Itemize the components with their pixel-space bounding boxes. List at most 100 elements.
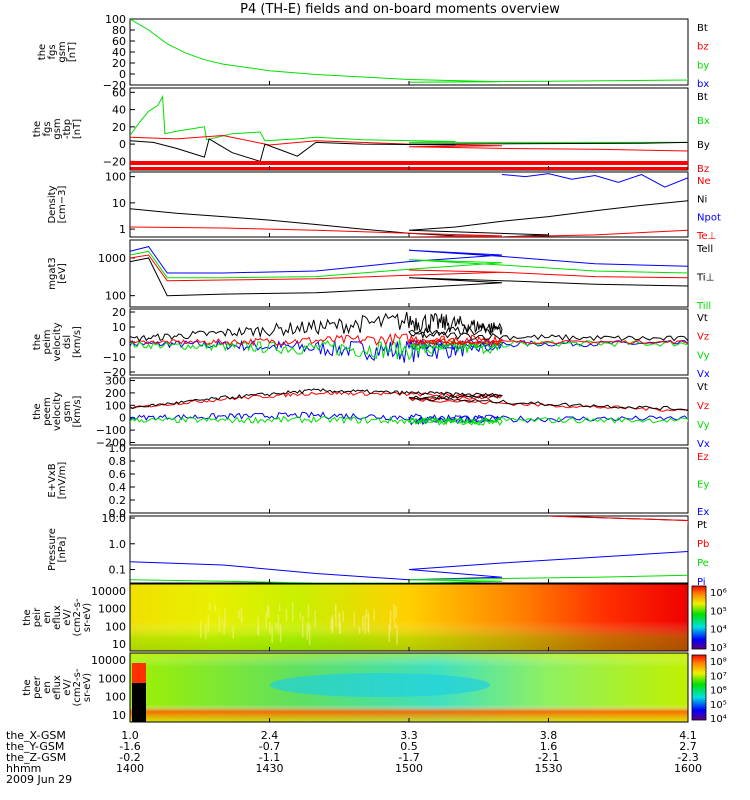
y-tick-label: 10 [112, 638, 126, 651]
heatmap-streak [307, 604, 310, 619]
x-axis-value: 2.7 [679, 740, 697, 753]
legend-entry: Pe [697, 558, 709, 569]
series-line-3 [130, 138, 688, 163]
heatmap-streak [335, 604, 337, 611]
colorbar [691, 654, 707, 721]
y-axis-label: gsm [57, 41, 68, 62]
legend-entry: bz [697, 42, 709, 53]
red-status-bar [130, 161, 688, 165]
y-axis-label: en [42, 611, 53, 624]
x-axis-value: 4.1 [679, 729, 697, 742]
legend-entry: Tell [696, 244, 713, 255]
heatmap-streak [285, 609, 288, 622]
x-axis-value: 3.3 [400, 729, 418, 742]
y-tick-label: 10000 [91, 654, 126, 667]
series-line-2 [548, 516, 688, 525]
series-line-1 [130, 246, 688, 274]
heatmap-streak [394, 621, 396, 628]
y-axis-label: sr-eV) [82, 603, 93, 632]
y-axis-label: [mV/m] [57, 462, 68, 500]
series-line-2 [130, 250, 688, 279]
heatmap-streak [308, 625, 311, 645]
panel-4: 1000 100 mgat3 [eV] Tell Ti⊥ Till [47, 239, 714, 312]
heatmap-streak [238, 609, 240, 619]
y-tick-label: 0.0 [109, 507, 127, 520]
y-tick-label: 300 [105, 374, 126, 387]
panel-frame [129, 18, 689, 86]
y-tick-label: 100 [105, 13, 126, 26]
y-axis-label: (cm2-s- [72, 668, 83, 706]
x-axis-value: 2.4 [261, 729, 279, 742]
legend-entry: Vt [697, 382, 708, 393]
legend-entry: Vy [697, 420, 710, 431]
series-line-2 [130, 225, 688, 237]
y-tick-label: −20 [103, 79, 126, 92]
x-axis-value: 0.5 [400, 740, 418, 753]
x-axis-value: -2.1 [538, 751, 559, 764]
heatmap-streak [278, 604, 281, 612]
series-line-3 [130, 391, 688, 413]
colorbar-tick-label: 10⁵ [710, 606, 727, 617]
y-tick-label: 80 [112, 24, 126, 37]
colorbar-tick-label: 10⁸ [710, 657, 727, 668]
heatmap-streak [358, 626, 361, 634]
panel-8: 10.0 1.0 0.1 Pressure [nPa] Pt Pb Pe Pi [47, 512, 709, 588]
heatmap-streak [214, 604, 217, 612]
x-axis-value: 1600 [674, 762, 702, 775]
y-tick-label: 1000 [98, 603, 126, 616]
y-tick-label: 20 [112, 306, 126, 319]
colorbar-tick-label: 10⁶ [710, 686, 727, 697]
heatmap-cyan-region [270, 673, 490, 697]
ephemeris-label-z: the_Z-GSM [6, 751, 66, 764]
x-axis-value: 1530 [535, 762, 563, 775]
y-tick-label: 10 [112, 709, 126, 722]
y-tick-label: 0.6 [109, 468, 127, 481]
ephemeris-label-y: the_Y-GSM [6, 740, 64, 753]
heatmap-streak [364, 614, 366, 634]
y-tick-label: 10 [112, 321, 126, 334]
heatmap-streak [302, 615, 304, 624]
y-axis-label: [eV] [57, 263, 68, 284]
heatmap-streak [265, 612, 267, 629]
heatmap-streak [271, 625, 273, 643]
y-tick-label: 0.1 [109, 564, 127, 577]
legend-entry: Te⊥ [696, 231, 716, 242]
heatmap-streak [291, 602, 294, 622]
x-axis-annotation: the_X-GSM the_Y-GSM the_Z-GSM hhmm 2009 … [6, 729, 702, 786]
y-axis-label: peem [42, 397, 53, 425]
y-tick-label: −100 [96, 424, 126, 437]
y-axis-label: eflux [52, 605, 63, 630]
y-tick-label: 60 [112, 35, 126, 48]
y-axis-label: [nT] [67, 42, 78, 62]
y-tick-label: 0.8 [109, 455, 127, 468]
y-tick-label: 1.0 [109, 538, 127, 551]
heatmap-streak [331, 617, 334, 633]
legend-entry: by [697, 60, 709, 71]
y-axis-label: peim [42, 329, 53, 354]
heatmap-streak [218, 615, 221, 632]
panel-9: 10⁶ 10⁵ 10⁴ 10³ 10000 1000 100 10 the peir en eflux… [22, 583, 727, 654]
panel-frame [129, 377, 689, 446]
heatmap-streak [342, 610, 344, 623]
heatmap-streak [240, 607, 243, 623]
legend-entry: Ne [697, 176, 711, 187]
heatmap-streak [279, 624, 282, 643]
legend-entry: Vt [697, 313, 708, 324]
legend-entry: Vz [697, 332, 709, 343]
y-axis-label: velocity [52, 322, 63, 361]
y-axis-label: peer [32, 675, 43, 699]
heatmap-streak [314, 610, 317, 628]
x-axis-value: -1.6 [119, 740, 140, 753]
y-axis-label: (cm2-s- [72, 598, 83, 636]
legend-entry: Vx [697, 369, 710, 380]
y-tick-label: 40 [112, 46, 126, 59]
x-axis-value: 1500 [395, 762, 423, 775]
series-line-4 [130, 311, 688, 343]
x-axis-value: 1400 [116, 762, 144, 775]
heatmap-streak [224, 608, 226, 628]
heatmap-streak [330, 619, 332, 630]
y-axis-label: the [22, 679, 33, 695]
